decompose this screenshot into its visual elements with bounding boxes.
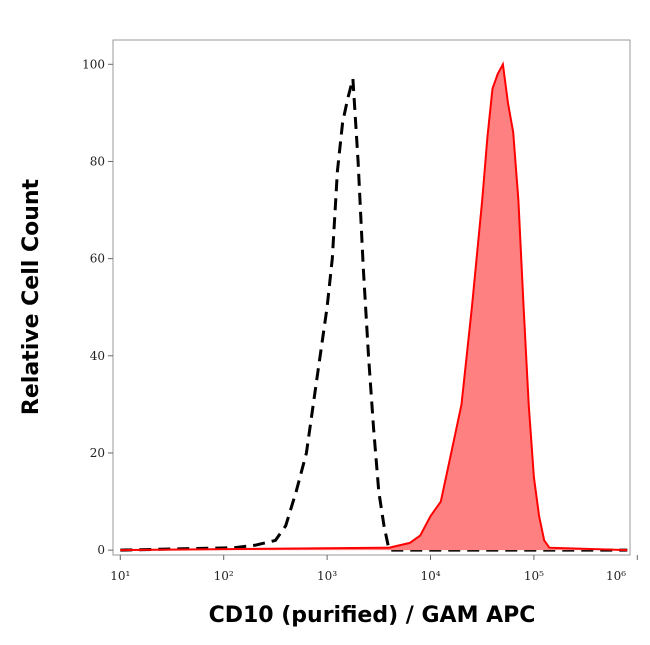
- x-tick-label: 10⁵: [524, 569, 544, 583]
- plot-frame: [112, 39, 631, 556]
- y-tick-label: 0: [97, 543, 105, 557]
- x-tick-label: 10⁴: [420, 569, 440, 583]
- y-axis-title: Relative Cell Count: [19, 178, 44, 415]
- x-tick-label: 10²: [214, 569, 234, 583]
- y-tick-label: 40: [90, 349, 105, 363]
- line: [120, 61, 628, 552]
- x-axis-title: CD10 (purified) / GAM APC: [209, 603, 536, 628]
- y-tick-label: 100: [82, 57, 105, 71]
- x-tick-label: 10⁶: [606, 569, 626, 583]
- line: [120, 78, 628, 552]
- x-tick-label: 10³: [317, 569, 337, 583]
- y-tick-label: 20: [90, 446, 105, 460]
- area: [120, 64, 628, 551]
- y-tick-label: 60: [90, 252, 105, 266]
- y-tick-label: 80: [90, 154, 105, 168]
- x-tick-label: 10¹: [110, 569, 130, 583]
